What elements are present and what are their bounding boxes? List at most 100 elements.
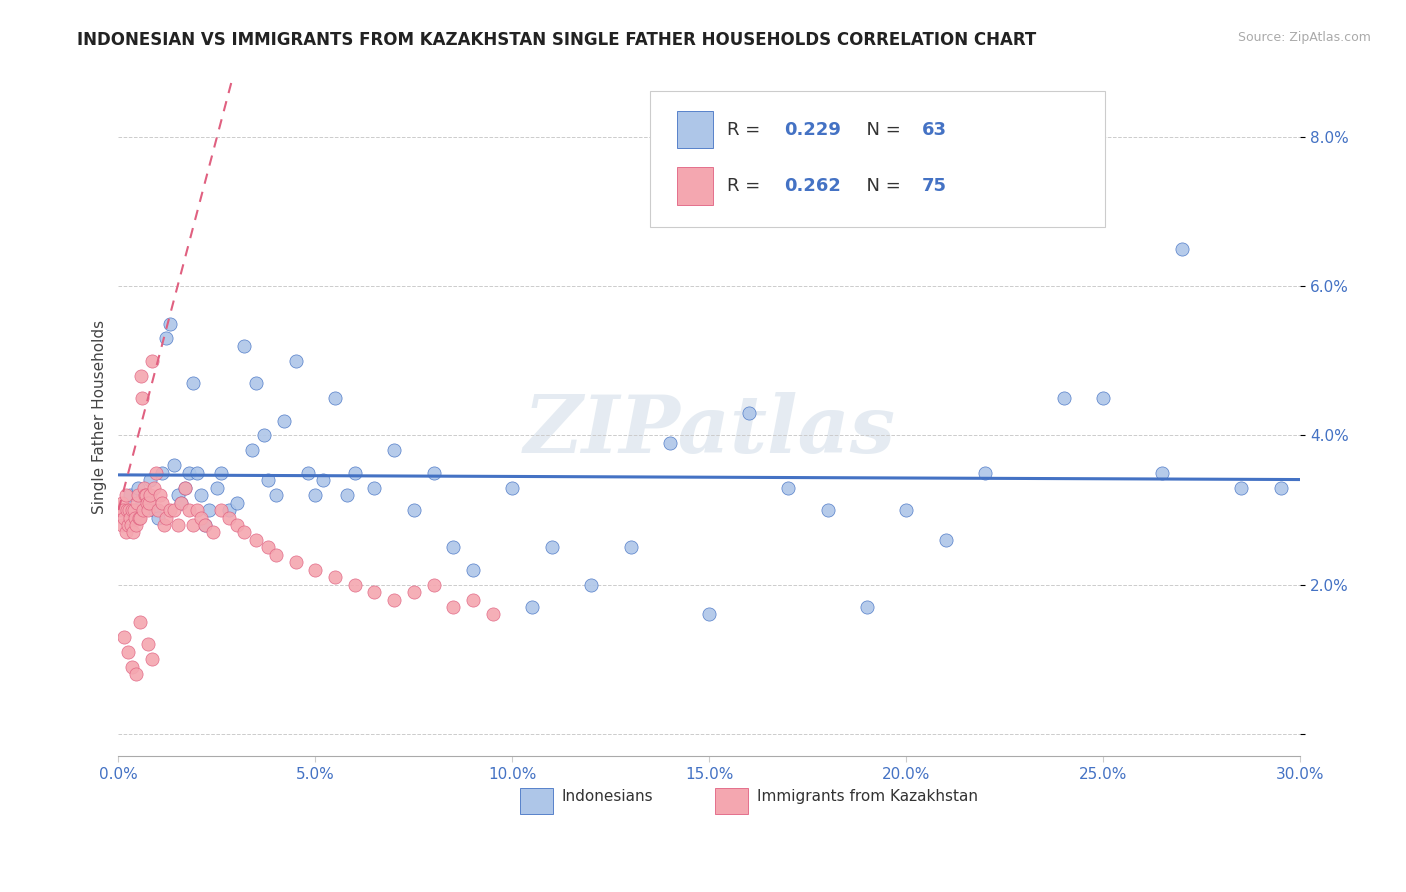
Point — [501, 481, 523, 495]
Point — [155, 510, 177, 524]
Point — [402, 503, 425, 517]
Text: N =: N = — [855, 120, 907, 138]
Point — [134, 488, 156, 502]
Point — [402, 585, 425, 599]
Point — [336, 488, 359, 502]
Point — [110, 518, 132, 533]
Point — [186, 466, 208, 480]
Point — [118, 503, 141, 517]
Point — [166, 488, 188, 502]
Text: Immigrants from Kazakhstan: Immigrants from Kazakhstan — [756, 789, 977, 805]
Point — [125, 667, 148, 681]
Text: R =: R = — [727, 177, 766, 195]
Point — [149, 488, 172, 502]
Point — [363, 481, 385, 495]
Point — [312, 473, 335, 487]
Text: N =: N = — [855, 177, 907, 195]
Point — [112, 510, 135, 524]
Point — [257, 473, 280, 487]
Point — [128, 510, 150, 524]
Point — [209, 503, 232, 517]
Text: ZIPatlas: ZIPatlas — [523, 392, 896, 469]
Point — [112, 503, 135, 517]
Point — [159, 317, 181, 331]
Point — [201, 525, 224, 540]
Point — [136, 503, 159, 517]
Point — [117, 645, 139, 659]
Point — [122, 525, 145, 540]
Point — [209, 466, 232, 480]
Point — [135, 495, 157, 509]
Point — [179, 466, 201, 480]
Point — [257, 541, 280, 555]
Point — [1092, 391, 1115, 405]
Point — [124, 510, 146, 524]
Point — [520, 599, 543, 614]
Point — [136, 637, 159, 651]
Point — [856, 599, 879, 614]
Point — [127, 495, 149, 509]
Point — [194, 518, 217, 533]
Text: R =: R = — [727, 120, 766, 138]
Point — [162, 503, 184, 517]
Point — [186, 503, 208, 517]
Point — [131, 495, 153, 509]
Point — [778, 481, 800, 495]
Point — [127, 488, 149, 502]
Point — [120, 518, 142, 533]
Point — [481, 607, 503, 622]
Text: Source: ZipAtlas.com: Source: ZipAtlas.com — [1237, 31, 1371, 45]
Point — [619, 541, 641, 555]
Point — [125, 518, 148, 533]
Point — [1230, 481, 1253, 495]
Point — [155, 331, 177, 345]
Point — [117, 518, 139, 533]
Point — [323, 570, 346, 584]
FancyBboxPatch shape — [716, 788, 748, 814]
Point — [121, 503, 143, 517]
Point — [129, 368, 152, 383]
Point — [225, 518, 247, 533]
Point — [112, 630, 135, 644]
Point — [138, 495, 160, 509]
Point — [343, 577, 366, 591]
Point — [658, 436, 681, 450]
Point — [225, 495, 247, 509]
Point — [121, 659, 143, 673]
Point — [253, 428, 276, 442]
Point — [974, 466, 997, 480]
Text: 0.229: 0.229 — [783, 120, 841, 138]
Point — [150, 466, 173, 480]
FancyBboxPatch shape — [650, 91, 1105, 227]
Point — [114, 525, 136, 540]
Point — [111, 495, 134, 509]
Point — [382, 592, 405, 607]
FancyBboxPatch shape — [520, 788, 554, 814]
Point — [240, 443, 263, 458]
Point — [145, 466, 167, 480]
Point — [170, 495, 193, 509]
Point — [297, 466, 319, 480]
Text: 75: 75 — [922, 177, 948, 195]
Point — [284, 555, 307, 569]
Point — [461, 563, 484, 577]
Point — [141, 652, 163, 666]
Point — [132, 503, 155, 517]
Point — [141, 354, 163, 368]
Point — [129, 615, 152, 629]
Point — [304, 488, 326, 502]
Point — [273, 413, 295, 427]
Point — [159, 503, 181, 517]
Point — [817, 503, 839, 517]
Point — [190, 488, 212, 502]
Point — [166, 518, 188, 533]
Point — [181, 376, 204, 391]
Point — [132, 481, 155, 495]
Point — [194, 518, 217, 533]
Point — [935, 533, 957, 547]
Point — [441, 541, 464, 555]
Point — [264, 548, 287, 562]
Point — [129, 510, 152, 524]
Point — [150, 495, 173, 509]
Point — [343, 466, 366, 480]
